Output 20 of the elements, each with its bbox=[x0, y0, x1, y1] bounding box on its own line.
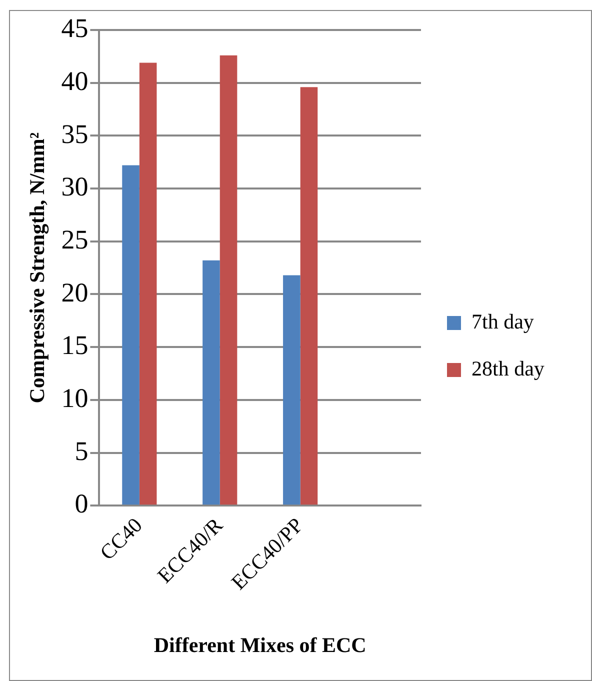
y-tick-label: 30 bbox=[61, 172, 88, 202]
y-tick-label: 0 bbox=[74, 488, 88, 519]
y-tick-label: 5 bbox=[74, 436, 88, 466]
y-tick-label: 40 bbox=[61, 66, 88, 96]
legend-label: 28th day bbox=[472, 356, 545, 381]
y-tick-label: 35 bbox=[61, 118, 88, 149]
bar bbox=[283, 275, 300, 505]
x-axis-title: Different Mixes of ECC bbox=[154, 632, 366, 657]
y-tick-label: 25 bbox=[61, 224, 88, 254]
bar bbox=[300, 87, 318, 505]
y-tick-label: 45 bbox=[61, 13, 88, 44]
bar bbox=[202, 260, 220, 505]
y-tick-label: 15 bbox=[61, 330, 88, 360]
bar bbox=[139, 62, 157, 505]
bar bbox=[122, 165, 140, 505]
y-axis-title: Compressive Strength, N/mm² bbox=[25, 132, 50, 404]
y-tick-label: 20 bbox=[61, 277, 88, 308]
legend-label: 7th day bbox=[472, 310, 534, 334]
bar bbox=[220, 55, 238, 505]
y-tick-label: 10 bbox=[61, 383, 88, 414]
